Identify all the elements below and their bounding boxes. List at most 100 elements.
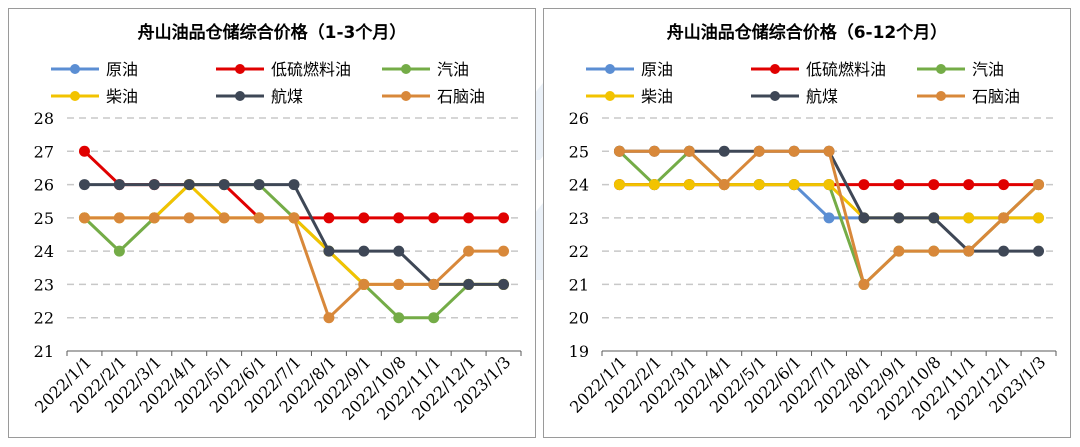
data-point-5-11 xyxy=(998,212,1010,224)
y-tick-label-6: 25 xyxy=(569,142,589,161)
legend-label-4: 航煤 xyxy=(806,87,838,106)
data-point-5-5 xyxy=(788,145,800,157)
legend-marker-3 xyxy=(70,91,80,101)
legend-label-3: 柴油 xyxy=(641,87,673,106)
legend-marker-2 xyxy=(936,64,946,74)
y-tick-label-1: 20 xyxy=(569,309,589,328)
data-point-3-10 xyxy=(963,212,975,224)
data-point-5-9 xyxy=(393,278,405,290)
data-point-4-11 xyxy=(998,245,1010,257)
data-point-5-0 xyxy=(78,212,90,224)
data-point-5-7 xyxy=(858,278,870,290)
legend-label-2: 汽油 xyxy=(972,60,1004,79)
legend-label-1: 低硫燃料油 xyxy=(806,60,886,79)
chart-panel-right: 舟山油品仓储综合价格（6-12个月） 原油 低硫燃料油 汽油柴油 航煤 石脑油 19 20 2… xyxy=(543,8,1071,438)
data-point-2-1 xyxy=(113,245,125,257)
y-tick-label-2: 23 xyxy=(34,275,54,294)
data-point-5-10 xyxy=(963,245,975,257)
data-point-4-12 xyxy=(1033,245,1045,257)
data-point-2-9 xyxy=(393,312,405,324)
legend-label-2: 汽油 xyxy=(437,60,469,79)
legend-label-0: 原油 xyxy=(106,60,138,79)
legend-marker-4 xyxy=(235,91,245,101)
y-tick-label-5: 26 xyxy=(34,176,54,195)
data-point-4-7 xyxy=(858,212,870,224)
y-tick-label-3: 24 xyxy=(34,242,54,261)
data-point-4-6 xyxy=(288,179,300,191)
y-tick-label-0: 19 xyxy=(569,342,589,361)
data-point-1-10 xyxy=(428,212,440,224)
data-point-5-1 xyxy=(113,212,125,224)
data-point-2-10 xyxy=(428,312,440,324)
data-point-4-1 xyxy=(113,179,125,191)
data-point-3-4 xyxy=(753,179,765,191)
data-point-3-2 xyxy=(683,179,695,191)
series-line-3-0 xyxy=(84,183,504,286)
data-point-5-6 xyxy=(288,212,300,224)
data-point-4-3 xyxy=(718,145,730,157)
y-tick-label-7: 28 xyxy=(34,109,54,128)
data-point-0-6 xyxy=(823,212,835,224)
legend-marker-3 xyxy=(605,91,615,101)
y-tick-label-1: 22 xyxy=(34,309,54,328)
data-point-4-3 xyxy=(183,179,195,191)
legend-label-5: 石脑油 xyxy=(972,87,1020,106)
y-tick-label-5: 24 xyxy=(569,176,589,195)
chart-panel-left: 舟山油品仓储综合价格（1-3个月） 原油 低硫燃料油 汽油 柴油 航煤 石脑油 21 22 23… xyxy=(8,8,536,438)
data-point-4-2 xyxy=(148,179,160,191)
data-point-5-11 xyxy=(463,245,475,257)
y-tick-label-0: 21 xyxy=(34,342,54,361)
data-point-5-3 xyxy=(718,179,730,191)
data-point-1-10 xyxy=(963,179,975,191)
data-point-3-12 xyxy=(1033,212,1045,224)
data-point-1-8 xyxy=(358,212,370,224)
y-tick-label-3: 22 xyxy=(569,242,589,261)
data-point-5-6 xyxy=(823,145,835,157)
data-point-5-3 xyxy=(183,212,195,224)
data-point-1-8 xyxy=(893,179,905,191)
data-point-1-11 xyxy=(998,179,1010,191)
data-point-4-0 xyxy=(78,179,90,191)
data-point-5-8 xyxy=(358,278,370,290)
data-point-1-0 xyxy=(78,145,90,157)
data-point-5-4 xyxy=(753,145,765,157)
data-point-3-5 xyxy=(788,179,800,191)
legend-label-3: 柴油 xyxy=(106,87,138,106)
data-point-5-4 xyxy=(218,212,230,224)
data-point-3-6 xyxy=(823,179,835,191)
data-point-1-7 xyxy=(858,179,870,191)
data-point-5-2 xyxy=(148,212,160,224)
data-point-5-9 xyxy=(928,245,940,257)
data-point-5-10 xyxy=(428,278,440,290)
data-point-1-11 xyxy=(463,212,475,224)
chart-title-right: 舟山油品仓储综合价格（6-12个月） xyxy=(666,23,948,43)
data-point-1-9 xyxy=(393,212,405,224)
chart-title-left: 舟山油品仓储综合价格（1-3个月） xyxy=(137,23,407,43)
legend-marker-0 xyxy=(70,64,80,74)
data-point-5-12 xyxy=(1033,179,1045,191)
data-point-3-1 xyxy=(648,179,660,191)
legend-label-0: 原油 xyxy=(641,60,673,79)
data-point-4-9 xyxy=(928,212,940,224)
data-point-1-9 xyxy=(928,179,940,191)
data-point-4-5 xyxy=(253,179,265,191)
y-tick-label-2: 21 xyxy=(569,275,589,294)
data-point-4-4 xyxy=(218,179,230,191)
y-tick-label-6: 27 xyxy=(34,142,54,161)
legend-label-4: 航煤 xyxy=(271,87,303,106)
legend-marker-4 xyxy=(770,91,780,101)
data-point-5-7 xyxy=(323,312,335,324)
series-line-4-0 xyxy=(619,149,1039,253)
data-point-5-0 xyxy=(613,145,625,157)
data-point-4-8 xyxy=(358,245,370,257)
legend-label-1: 低硫燃料油 xyxy=(271,60,351,79)
data-point-1-7 xyxy=(323,212,335,224)
data-point-3-0 xyxy=(613,179,625,191)
legend-marker-5 xyxy=(936,91,946,101)
series-line-5-0 xyxy=(84,216,504,320)
legend-marker-1 xyxy=(770,64,780,74)
y-tick-label-4: 23 xyxy=(569,209,589,228)
data-point-4-8 xyxy=(893,212,905,224)
y-tick-label-4: 25 xyxy=(34,209,54,228)
